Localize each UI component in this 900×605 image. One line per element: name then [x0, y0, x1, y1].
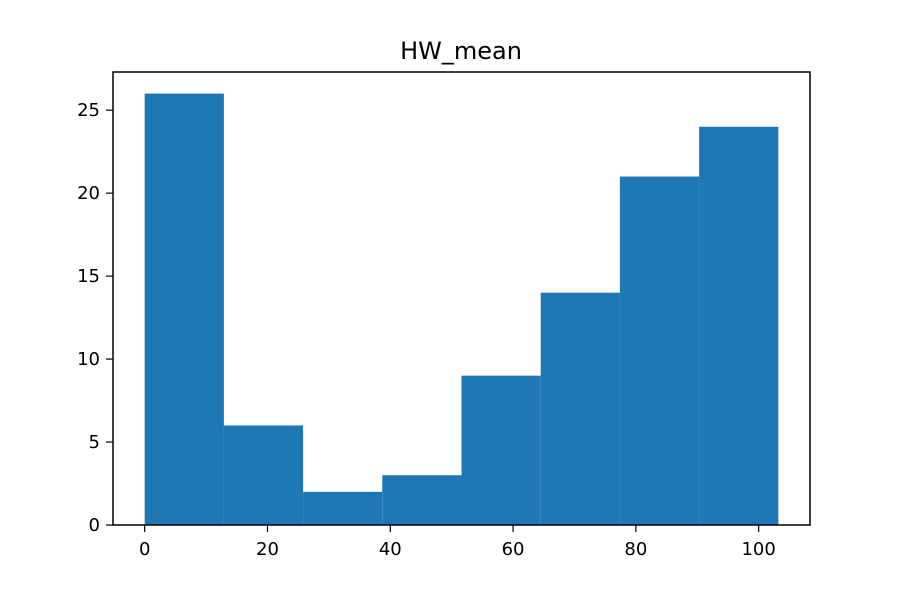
histogram-bar-1 — [223, 425, 304, 525]
histogram-bar-7 — [699, 126, 779, 525]
x-tick-label-1: 20 — [256, 539, 279, 560]
y-tick-label-3: 15 — [77, 266, 100, 287]
y-tick-label-2: 10 — [77, 349, 100, 370]
y-tick-label-4: 20 — [77, 183, 100, 204]
x-tick-label-5: 100 — [741, 539, 775, 560]
histogram-bar-6 — [619, 176, 700, 526]
y-tick-label-5: 25 — [77, 100, 100, 121]
chart-title: HW_mean — [400, 37, 522, 65]
histogram-bar-3 — [382, 475, 462, 525]
x-tick-label-0: 0 — [139, 539, 150, 560]
histogram-bar-4 — [461, 375, 541, 525]
x-tick-label-4: 80 — [624, 539, 647, 560]
y-axis: 0 5 10 15 20 25 — [77, 100, 113, 536]
histogram-bar-0 — [144, 93, 224, 526]
histogram-bar-5 — [540, 292, 620, 525]
y-tick-label-0: 0 — [89, 515, 100, 536]
bars-group — [144, 93, 779, 526]
plot-frame — [112, 71, 811, 526]
x-tick-label-2: 40 — [379, 539, 402, 560]
histogram-bar-2 — [303, 491, 383, 525]
x-axis: 0 20 40 60 80 100 — [139, 525, 776, 560]
x-tick-label-3: 60 — [502, 539, 525, 560]
y-tick-label-1: 5 — [89, 432, 100, 453]
